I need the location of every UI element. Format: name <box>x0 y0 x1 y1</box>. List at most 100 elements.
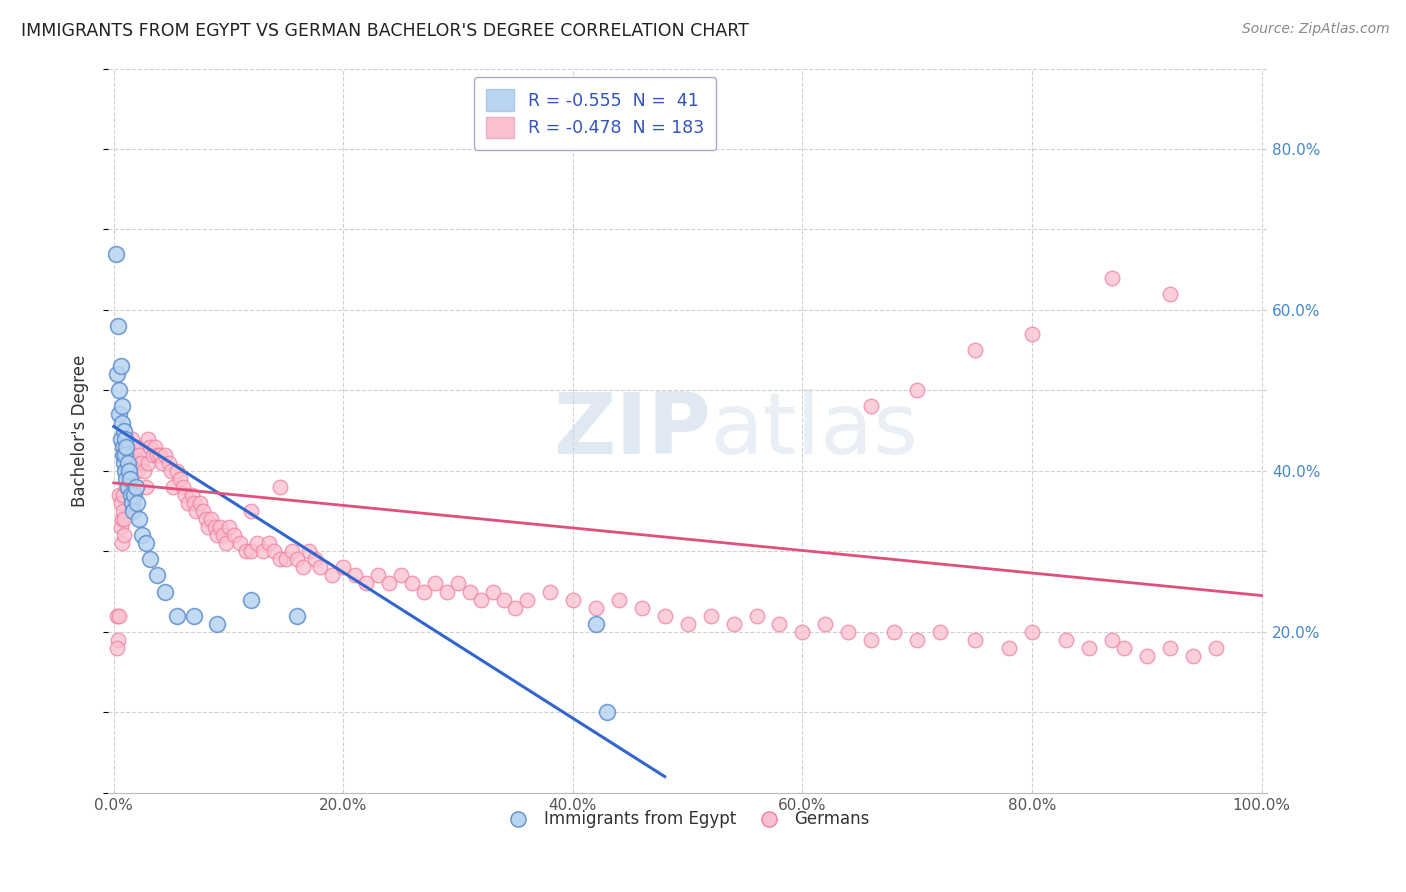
Point <box>107 632 129 647</box>
Y-axis label: Bachelor's Degree: Bachelor's Degree <box>72 354 89 507</box>
Point <box>135 536 157 550</box>
Point <box>194 512 217 526</box>
Point <box>367 568 389 582</box>
Point <box>516 592 538 607</box>
Point <box>186 504 208 518</box>
Point <box>204 520 226 534</box>
Point <box>121 448 143 462</box>
Point <box>200 512 222 526</box>
Point <box>110 359 132 374</box>
Point <box>143 440 166 454</box>
Point <box>108 408 131 422</box>
Point <box>1159 640 1181 655</box>
Point <box>240 592 263 607</box>
Point <box>183 496 205 510</box>
Point <box>699 608 721 623</box>
Point <box>155 584 177 599</box>
Point <box>205 616 228 631</box>
Point <box>112 512 135 526</box>
Point <box>309 560 332 574</box>
Point <box>837 624 859 639</box>
Point <box>209 520 232 534</box>
Point <box>1205 640 1227 655</box>
Point <box>860 400 883 414</box>
Text: ZIP: ZIP <box>553 389 711 472</box>
Point <box>215 536 238 550</box>
Point <box>146 448 169 462</box>
Point <box>122 504 145 518</box>
Point <box>654 608 676 623</box>
Point <box>121 432 143 446</box>
Point <box>505 600 527 615</box>
Point <box>585 600 607 615</box>
Point <box>120 440 142 454</box>
Point <box>112 528 135 542</box>
Text: IMMIGRANTS FROM EGYPT VS GERMAN BACHELOR'S DEGREE CORRELATION CHART: IMMIGRANTS FROM EGYPT VS GERMAN BACHELOR… <box>21 22 749 40</box>
Point <box>111 416 134 430</box>
Point <box>905 384 928 398</box>
Point <box>585 616 607 631</box>
Point <box>139 552 162 566</box>
Point <box>321 568 343 582</box>
Point <box>354 576 377 591</box>
Point <box>122 440 145 454</box>
Text: atlas: atlas <box>711 389 920 472</box>
Point <box>131 528 153 542</box>
Point <box>155 448 177 462</box>
Point <box>287 552 309 566</box>
Point <box>108 488 131 502</box>
Point <box>124 488 146 502</box>
Point <box>905 632 928 647</box>
Point <box>1021 624 1043 639</box>
Point <box>630 600 652 615</box>
Point <box>135 480 157 494</box>
Point <box>1101 270 1123 285</box>
Point <box>561 592 583 607</box>
Point <box>218 520 240 534</box>
Point <box>136 432 159 446</box>
Point <box>274 552 297 566</box>
Point <box>105 608 128 623</box>
Point <box>110 432 132 446</box>
Point <box>166 464 188 478</box>
Point <box>114 464 136 478</box>
Point <box>287 608 309 623</box>
Point <box>1021 326 1043 341</box>
Point <box>401 576 423 591</box>
Point <box>792 624 814 639</box>
Point <box>125 496 148 510</box>
Point <box>120 456 142 470</box>
Point <box>129 456 152 470</box>
Point <box>115 440 138 454</box>
Point <box>125 464 148 478</box>
Point <box>139 440 162 454</box>
Point <box>481 584 503 599</box>
Point <box>436 584 458 599</box>
Point <box>183 608 205 623</box>
Point <box>114 440 136 454</box>
Text: Source: ZipAtlas.com: Source: ZipAtlas.com <box>1241 22 1389 37</box>
Point <box>298 544 321 558</box>
Point <box>111 488 134 502</box>
Point <box>412 584 434 599</box>
Point <box>257 536 280 550</box>
Point <box>132 464 155 478</box>
Point <box>676 616 699 631</box>
Point <box>343 568 366 582</box>
Point <box>292 560 315 574</box>
Point <box>229 536 252 550</box>
Point <box>193 504 215 518</box>
Point <box>197 520 219 534</box>
Point <box>115 480 138 494</box>
Point <box>136 456 159 470</box>
Point <box>162 480 184 494</box>
Point <box>112 424 135 438</box>
Point <box>883 624 905 639</box>
Point <box>166 608 188 623</box>
Point <box>447 576 470 591</box>
Point <box>124 456 146 470</box>
Point <box>263 544 285 558</box>
Point <box>1112 640 1135 655</box>
Point <box>118 472 141 486</box>
Point <box>1078 640 1101 655</box>
